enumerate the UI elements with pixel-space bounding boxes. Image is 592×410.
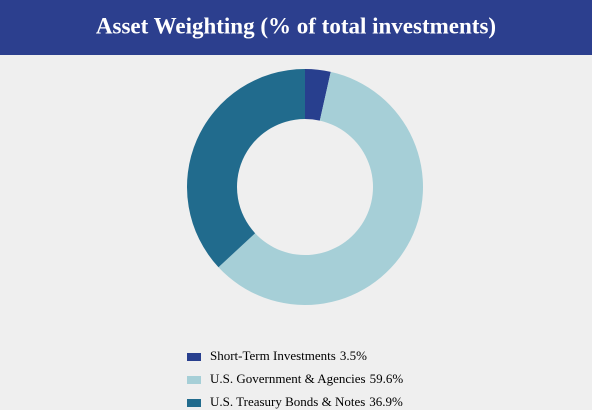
legend-value: 3.5% xyxy=(340,348,367,363)
donut-slice xyxy=(305,69,331,121)
legend-label: U.S. Government & Agencies 59.6% xyxy=(210,371,403,386)
legend-swatch xyxy=(187,353,201,361)
legend-value: 36.9% xyxy=(369,394,403,409)
legend-swatch xyxy=(187,376,201,384)
header xyxy=(0,0,592,55)
legend-label: Short-Term Investments 3.5% xyxy=(210,348,367,363)
legend-name: U.S. Treasury Bonds & Notes xyxy=(210,394,365,409)
legend-value: 59.6% xyxy=(370,371,404,386)
donut-slice xyxy=(218,71,424,305)
chart-title: Asset Weighting (% of total investments) xyxy=(96,13,496,38)
legend-name: U.S. Government & Agencies xyxy=(210,371,366,386)
donut-slice xyxy=(186,69,305,268)
legend-name: Short-Term Investments xyxy=(210,348,336,363)
legend-swatch xyxy=(187,399,201,407)
legend-label: U.S. Treasury Bonds & Notes 36.9% xyxy=(210,394,403,409)
